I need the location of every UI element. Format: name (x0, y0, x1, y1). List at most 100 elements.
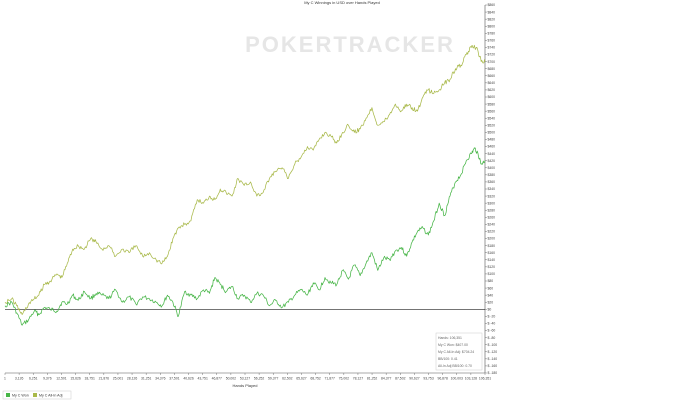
y-tick-label: $ -180 (488, 371, 498, 375)
legend-label-allin: My C All-In Adj (39, 394, 63, 398)
y-tick-label: $640 (488, 81, 496, 85)
y-tick-label: $160 (488, 251, 496, 255)
x-tick-label: 106,351 (479, 377, 491, 381)
x-tick-label: 50,002 (226, 377, 236, 381)
x-tick-label: 9,376 (43, 377, 52, 381)
y-tick-label: $480 (488, 138, 496, 142)
x-tick-label: 81,252 (367, 377, 377, 381)
y-tick-label: $80 (488, 279, 494, 283)
x-tick-label: 40,626 (183, 377, 193, 381)
y-tick-label: $660 (488, 74, 496, 78)
y-tick-label: $240 (488, 223, 496, 227)
y-tick-label: $280 (488, 208, 496, 212)
x-tick-label: 103,128 (465, 377, 477, 381)
x-tick-label: 53,127 (240, 377, 250, 381)
x-axis-ticks: 1 3,126 6,251 9,376 12,501 15,626 18,751 21,876… (4, 373, 491, 381)
x-tick-label: 21,876 (99, 377, 109, 381)
y-tick-label: $620 (488, 88, 496, 92)
x-tick-label: 62,502 (282, 377, 292, 381)
watermark-logo: POKERTRACKER (245, 32, 455, 57)
stats-allin-adj: My C All-In Adj: $704.24 (438, 350, 474, 354)
y-tick-label: $580 (488, 102, 496, 106)
series-line-won (4, 147, 486, 326)
y-tick-label: $700 (488, 60, 496, 64)
x-tick-label: 100,003 (451, 377, 463, 381)
y-tick-label: $540 (488, 116, 496, 120)
x-tick-label: 90,627 (409, 377, 419, 381)
y-tick-label: $ -80 (488, 336, 496, 340)
chart-title: My C Winnings in USD over Hands Played (304, 0, 380, 5)
series-layer (4, 44, 486, 326)
x-tick-label: 87,502 (395, 377, 405, 381)
y-tick-label: $460 (488, 145, 496, 149)
y-tick-label: $120 (488, 265, 496, 269)
y-tick-label: $20 (488, 300, 494, 304)
x-tick-label: 56,252 (254, 377, 264, 381)
x-tick-label: 37,501 (169, 377, 179, 381)
y-tick-label: $500 (488, 131, 496, 135)
y-tick-label: $680 (488, 67, 496, 71)
y-tick-label: $ -20 (488, 315, 496, 319)
x-tick-label: 43,751 (197, 377, 207, 381)
x-tick-label: 93,753 (423, 377, 433, 381)
y-tick-label: $380 (488, 173, 496, 177)
y-tick-label: $0 (488, 308, 492, 312)
stats-won: My C Won: $407.00 (438, 343, 468, 347)
y-tick-label: $780 (488, 32, 496, 36)
legend-label-won: My C Won (12, 394, 29, 398)
x-tick-label: 34,376 (155, 377, 165, 381)
y-tick-label: $260 (488, 216, 496, 220)
legend-swatch-allin (33, 393, 37, 397)
series-line-allin (4, 44, 486, 315)
y-tick-label: $520 (488, 124, 496, 128)
stats-allin-bb100: All-In Adj BB/100: 0.70 (438, 364, 472, 368)
stats-bb100: BB/100: 0.41 (438, 357, 458, 361)
y-tick-label: $200 (488, 237, 496, 241)
x-tick-label: 1 (4, 377, 6, 381)
stats-hands: Hands: 106,351 (438, 336, 462, 340)
y-tick-label: $ -40 (488, 322, 496, 326)
y-tick-label: $320 (488, 194, 496, 198)
y-tick-label: $ -100 (488, 343, 498, 347)
y-tick-label: $860 (488, 3, 496, 7)
y-tick-label: $440 (488, 152, 496, 156)
y-tick-label: $ -160 (488, 364, 498, 368)
y-axis-ticks: $860 $840 $820 $800 $780 $760 $740 $720 $700 $680… (485, 3, 497, 375)
x-tick-label: 25,001 (113, 377, 123, 381)
y-tick-label: $720 (488, 53, 496, 57)
legend-swatch-won (6, 393, 10, 397)
x-axis-label: Hands Played (233, 383, 258, 388)
y-tick-label: $560 (488, 109, 496, 113)
y-tick-label: $40 (488, 293, 494, 297)
x-tick-label: 6,251 (29, 377, 38, 381)
y-tick-label: $760 (488, 39, 496, 43)
y-tick-label: $60 (488, 286, 494, 290)
y-tick-label: $740 (488, 46, 496, 50)
y-tick-label: $360 (488, 180, 496, 184)
y-tick-label: $180 (488, 244, 496, 248)
y-tick-label: $ -120 (488, 350, 498, 354)
y-tick-label: $400 (488, 166, 496, 170)
y-tick-label: $ -60 (488, 329, 496, 333)
x-tick-label: 31,251 (141, 377, 151, 381)
y-tick-label: $600 (488, 95, 496, 99)
x-tick-label: 78,127 (353, 377, 363, 381)
y-tick-label: $840 (488, 10, 496, 14)
x-tick-label: 96,878 (437, 377, 447, 381)
legend: My C Won My C All-In Adj (2, 390, 72, 400)
x-tick-label: 18,751 (85, 377, 95, 381)
x-tick-label: 3,126 (15, 377, 24, 381)
x-tick-label: 28,126 (127, 377, 137, 381)
y-tick-label: $420 (488, 159, 496, 163)
y-tick-label: $220 (488, 230, 496, 234)
x-tick-label: 59,377 (268, 377, 278, 381)
x-tick-label: 68,752 (310, 377, 320, 381)
stats-box: Hands: 106,351 My C Won: $407.00 My C Al… (435, 332, 483, 371)
x-tick-label: 84,377 (381, 377, 391, 381)
y-tick-label: $140 (488, 258, 496, 262)
y-tick-label: $820 (488, 17, 496, 21)
y-tick-label: $300 (488, 201, 496, 205)
x-tick-label: 71,877 (325, 377, 335, 381)
